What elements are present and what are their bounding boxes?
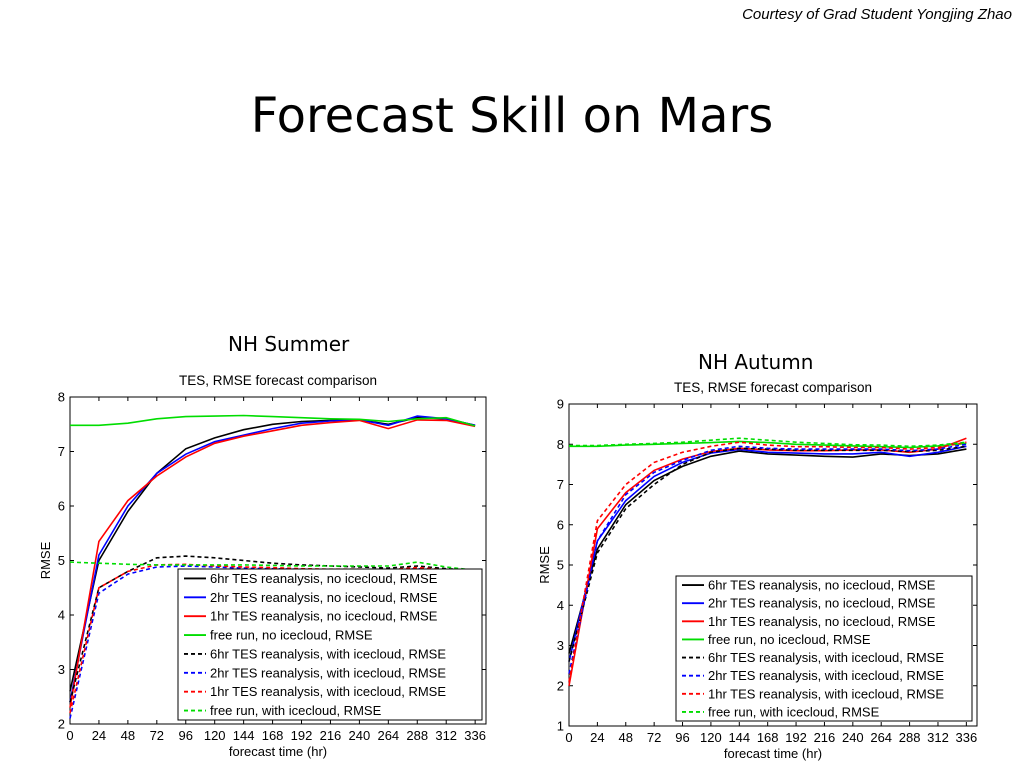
x-tick-label: 120 <box>700 730 722 745</box>
y-tick-label: 7 <box>58 444 65 459</box>
credit-text: Courtesy of Grad Student Yongjing Zhao <box>742 6 1012 23</box>
y-tick-label: 2 <box>58 717 65 732</box>
legend-entry: 1hr TES reanalysis, no icecloud, RMSE <box>210 609 438 624</box>
y-tick-label: 4 <box>557 598 564 613</box>
x-tick-label: 240 <box>349 728 371 743</box>
x-tick-label: 264 <box>377 728 399 743</box>
x-axis-label: forecast time (hr) <box>229 744 327 759</box>
x-tick-label: 240 <box>842 730 864 745</box>
x-tick-label: 24 <box>92 728 106 743</box>
y-tick-label: 1 <box>557 719 564 734</box>
x-tick-label: 192 <box>291 728 313 743</box>
legend-entry: 2hr TES reanalysis, with icecloud, RMSE <box>210 665 446 680</box>
legend-entry: 2hr TES reanalysis, no icecloud, RMSE <box>210 590 438 605</box>
x-tick-label: 288 <box>899 730 921 745</box>
panel-caption-autumn: NH Autumn <box>698 350 814 374</box>
legend-entry: 6hr TES reanalysis, with icecloud, RMSE <box>210 646 446 661</box>
y-axis-label: RMSE <box>537 546 552 584</box>
x-tick-label: 336 <box>956 730 978 745</box>
x-tick-label: 264 <box>870 730 892 745</box>
y-axis-label: RMSE <box>38 541 53 579</box>
legend-entry: 6hr TES reanalysis, no icecloud, RMSE <box>210 571 438 586</box>
legend-entry: 6hr TES reanalysis, with icecloud, RMSE <box>708 650 944 665</box>
legend-entry: 2hr TES reanalysis, with icecloud, RMSE <box>708 668 944 683</box>
y-tick-label: 7 <box>557 477 564 492</box>
x-tick-label: 96 <box>179 728 193 743</box>
series-line-6 <box>69 563 476 714</box>
y-tick-label: 8 <box>557 437 564 452</box>
x-tick-label: 192 <box>785 730 807 745</box>
x-tick-label: 312 <box>927 730 949 745</box>
legend: 6hr TES reanalysis, no icecloud, RMSE 2hr… <box>675 575 973 722</box>
legend-entry: free run, with icecloud, RMSE <box>708 704 880 719</box>
x-tick-label: 168 <box>757 730 779 745</box>
x-tick-label: 216 <box>320 728 342 743</box>
y-tick-label: 5 <box>557 558 564 573</box>
x-tick-label: 72 <box>647 730 661 745</box>
x-axis-label: forecast time (hr) <box>724 746 822 761</box>
legend-entry: free run, no icecloud, RMSE <box>210 628 373 643</box>
legend-box <box>675 575 973 722</box>
legend-entry: free run, with icecloud, RMSE <box>210 703 382 718</box>
y-tick-label: 3 <box>557 638 564 653</box>
x-tick-label: 48 <box>121 728 135 743</box>
legend-entry: 1hr TES reanalysis, with icecloud, RMSE <box>708 686 944 701</box>
legend: 6hr TES reanalysis, no icecloud, RMSE 2hr… <box>177 568 483 721</box>
chart-title: TES, RMSE forecast comparison <box>674 380 872 395</box>
y-tick-label: 3 <box>58 662 65 677</box>
legend-entry: 6hr TES reanalysis, no icecloud, RMSE <box>708 578 936 593</box>
series-line-4 <box>69 555 476 703</box>
x-tick-label: 312 <box>435 728 457 743</box>
panel-caption-summer: NH Summer <box>228 332 350 356</box>
y-tick-label: 2 <box>557 678 564 693</box>
x-tick-label: 96 <box>675 730 689 745</box>
x-tick-label: 144 <box>728 730 750 745</box>
x-tick-label: 216 <box>814 730 836 745</box>
x-tick-label: 336 <box>464 728 486 743</box>
legend-entry: 2hr TES reanalysis, no icecloud, RMSE <box>708 596 936 611</box>
slide-title: Forecast Skill on Mars <box>250 88 774 144</box>
x-tick-label: 72 <box>150 728 164 743</box>
y-tick-label: 9 <box>557 397 564 412</box>
x-tick-label: 120 <box>204 728 226 743</box>
y-tick-label: 4 <box>58 608 65 623</box>
y-tick-label: 6 <box>58 499 65 514</box>
x-tick-label: 0 <box>66 728 73 743</box>
series-line-2 <box>69 419 476 708</box>
series-line-5 <box>568 443 967 674</box>
series-line-7 <box>569 437 967 448</box>
y-tick-label: 6 <box>557 517 564 532</box>
chart-title: TES, RMSE forecast comparison <box>179 373 377 388</box>
y-tick-label: 5 <box>58 553 65 568</box>
x-tick-label: 0 <box>565 730 572 745</box>
series-line-3 <box>70 414 476 427</box>
series-line-1 <box>568 445 967 662</box>
x-tick-label: 48 <box>619 730 633 745</box>
x-tick-label: 144 <box>233 728 255 743</box>
legend-entry: free run, no icecloud, RMSE <box>708 632 871 647</box>
series-line-3 <box>569 440 967 449</box>
legend-entry: 1hr TES reanalysis, with icecloud, RMSE <box>210 684 446 699</box>
series-line-7 <box>69 561 476 572</box>
x-tick-label: 288 <box>406 728 428 743</box>
x-tick-label: 24 <box>590 730 604 745</box>
legend-entry: 1hr TES reanalysis, no icecloud, RMSE <box>708 614 936 629</box>
y-tick-label: 8 <box>58 390 65 405</box>
x-tick-label: 168 <box>262 728 284 743</box>
legend-box <box>177 568 483 721</box>
